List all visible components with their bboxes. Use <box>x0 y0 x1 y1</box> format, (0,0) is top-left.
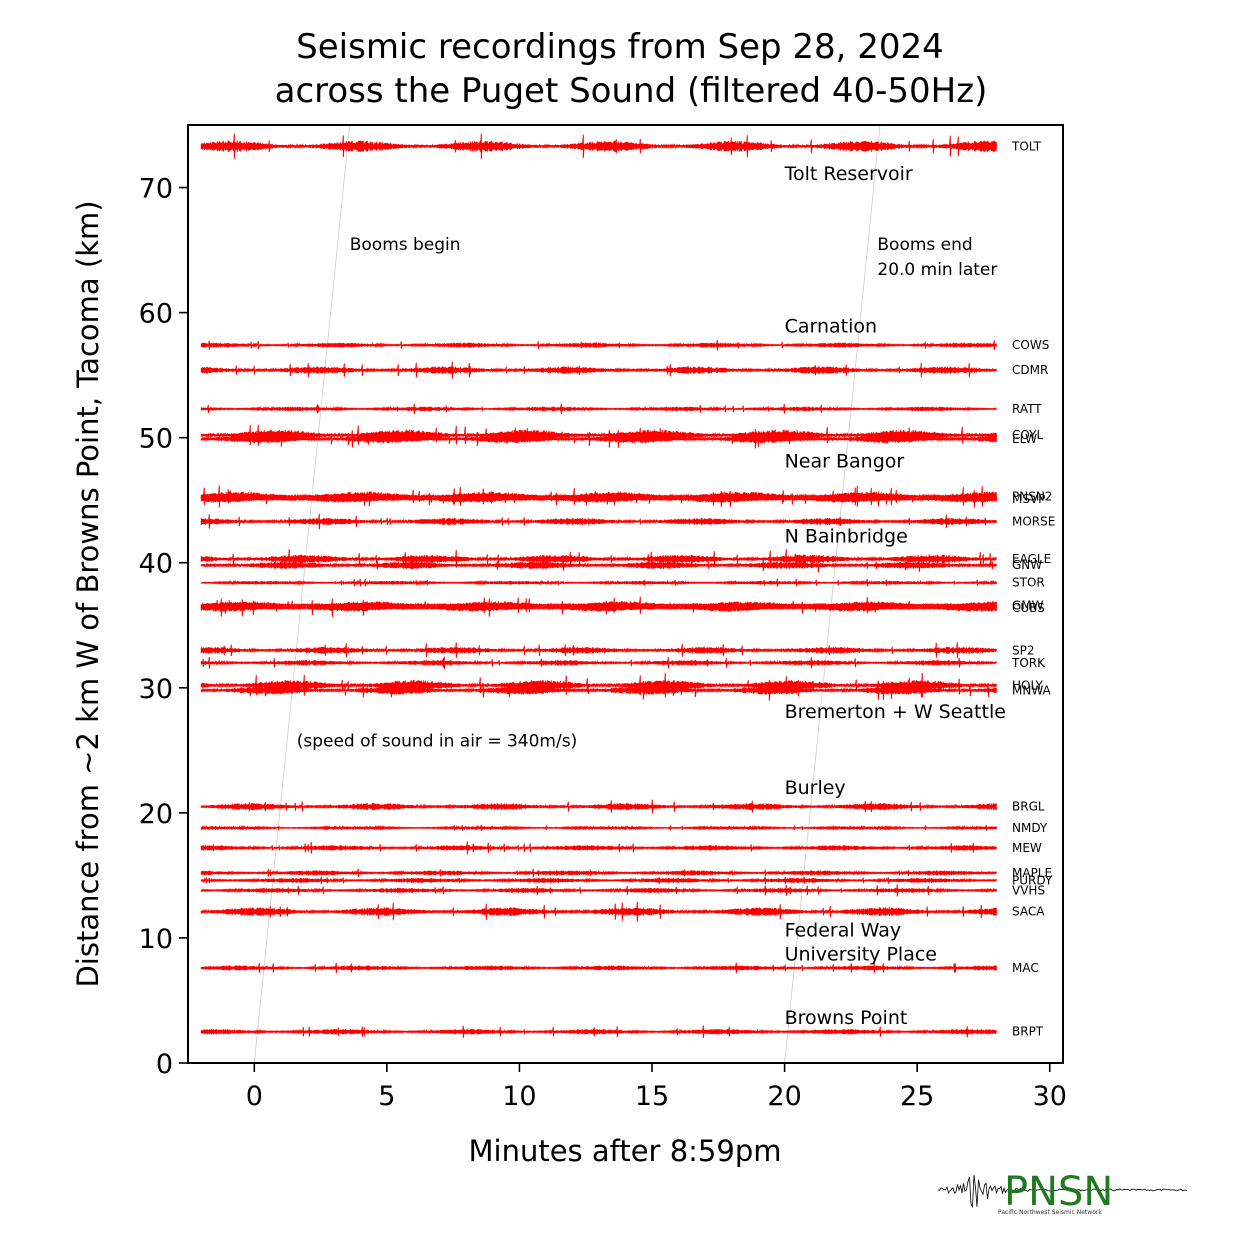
trace-elw <box>200 429 997 449</box>
trace-morse <box>200 513 997 530</box>
trace-saca <box>200 901 997 922</box>
annotation-1: Booms end <box>877 235 972 255</box>
station-label-maple: MAPLE <box>1012 866 1052 880</box>
place-label-5: Burley <box>785 777 846 799</box>
x-tick-label-30: 30 <box>1033 1081 1067 1112</box>
trace-gnw <box>200 558 997 573</box>
station-label-tork: TORK <box>1011 656 1046 670</box>
y-tick-label-0: 0 <box>156 1049 173 1080</box>
trace-brgl <box>200 799 997 814</box>
station-label-nmdy: NMDY <box>1012 821 1048 835</box>
station-label-pnsn2: PNSN2 <box>1012 489 1052 503</box>
station-label-brgl: BRGL <box>1012 800 1045 814</box>
trace-coyl <box>200 424 997 446</box>
place-label-8: Browns Point <box>785 1007 908 1029</box>
x-axis-label: Minutes after 8:59pm <box>469 1134 782 1168</box>
station-label-morse: MORSE <box>1012 514 1055 528</box>
station-label-coyl: COYL <box>1012 428 1043 442</box>
station-label-mac: MAC <box>1012 961 1039 975</box>
trace-mew <box>200 841 997 855</box>
station-label-cubs: CUBS <box>1012 601 1045 615</box>
station-label-mew: MEW <box>1012 841 1042 855</box>
trace-tolt <box>200 133 997 159</box>
y-axis-label: Distance from ~2 km W of Browns Point, T… <box>71 200 105 987</box>
place-label-1: Carnation <box>785 316 877 338</box>
trace-purdy <box>200 876 997 885</box>
station-label-cows: COWS <box>1012 338 1049 352</box>
annotation-0: Booms begin <box>350 235 461 255</box>
trace-cows <box>200 339 997 351</box>
chart-title-line2: across the Puget Sound (filtered 40-50Hz… <box>275 71 988 111</box>
seismogram-logo-icon <box>937 1175 1188 1209</box>
station-label-holy: HOLY <box>1012 678 1044 692</box>
station-label-gnw: GNW <box>1012 558 1042 572</box>
place-label-3: N Bainbridge <box>785 526 908 548</box>
place-label-6: Federal Way <box>785 920 902 942</box>
place-label-4: Bremerton + W Seattle <box>785 701 1006 723</box>
trace-ratt <box>200 403 997 415</box>
station-label-elw: ELW <box>1012 432 1037 446</box>
x-tick-label-20: 20 <box>767 1081 801 1112</box>
y-tick-label-60: 60 <box>139 299 173 330</box>
station-label-sp2: SP2 <box>1012 643 1035 657</box>
station-label-cdmr: CDMR <box>1012 363 1048 377</box>
sound-speed-line-0 <box>253 124 351 1064</box>
station-label-tolt: TOLT <box>1011 139 1042 153</box>
logo-text: PNSN <box>1004 1169 1113 1215</box>
trace-mnwa <box>200 679 997 701</box>
trace-stor <box>200 578 997 587</box>
place-label-7: University Place <box>785 943 937 965</box>
trace-holy <box>200 672 997 698</box>
trace-brpt <box>200 1025 997 1039</box>
y-tick-label-30: 30 <box>139 674 173 705</box>
annotation-3: (speed of sound in air = 340m/s) <box>297 732 578 752</box>
logo-subtitle: Pacific Northwest Seismic Network <box>998 1209 1102 1216</box>
place-label-2: Near Bangor <box>785 451 905 473</box>
plot-frame <box>187 124 1064 1064</box>
x-tick-label-25: 25 <box>900 1081 934 1112</box>
trace-cubs <box>200 598 997 617</box>
x-tick-label-10: 10 <box>502 1081 536 1112</box>
trace-nmdy <box>200 824 997 832</box>
y-tick-label-20: 20 <box>139 799 173 830</box>
y-tick-label-40: 40 <box>139 549 173 580</box>
station-label-vvhs: VVHS <box>1012 883 1045 897</box>
station-label-brpt: BRPT <box>1012 1025 1044 1039</box>
sound-speed-line-1 <box>784 124 881 1064</box>
y-tick-label-50: 50 <box>139 424 173 455</box>
station-label-ratt: RATT <box>1012 402 1042 416</box>
trace-mac <box>200 962 997 974</box>
trace-maple <box>200 868 997 878</box>
pnsn-logo: PNSN Pacific Northwest Seismic Network <box>937 1169 1188 1216</box>
trace-cdmr <box>200 361 997 379</box>
trace-tork <box>200 656 997 669</box>
station-label-eagle: EAGLE <box>1012 552 1051 566</box>
y-tick-label-10: 10 <box>139 924 173 955</box>
station-label-msvp: MSVP <box>1012 492 1045 506</box>
axis-ticks: 0 5 10 15 20 25 30 0 10 20 30 40 50 60 70 <box>139 174 1067 1112</box>
x-tick-label-0: 0 <box>246 1081 263 1112</box>
trace-eagle <box>200 549 997 569</box>
station-label-saca: SACA <box>1012 905 1045 919</box>
chart-title-line1: Seismic recordings from Sep 28, 2024 <box>296 27 944 67</box>
y-tick-label-70: 70 <box>139 174 173 205</box>
place-label-0: Tolt Reservoir <box>784 163 913 185</box>
trace-vvhs <box>200 884 997 897</box>
station-label-purdy: PURDY <box>1012 873 1053 887</box>
trace-sp2 <box>200 642 997 659</box>
annotation-2: 20.0 min later <box>877 260 997 280</box>
trace-msvp <box>200 490 997 508</box>
x-tick-label-15: 15 <box>635 1081 669 1112</box>
x-tick-label-5: 5 <box>378 1081 395 1112</box>
station-label-mnwa: MNWA <box>1012 683 1052 697</box>
station-label-stor: STOR <box>1012 576 1045 590</box>
station-label-gmw: GMW <box>1012 598 1044 612</box>
